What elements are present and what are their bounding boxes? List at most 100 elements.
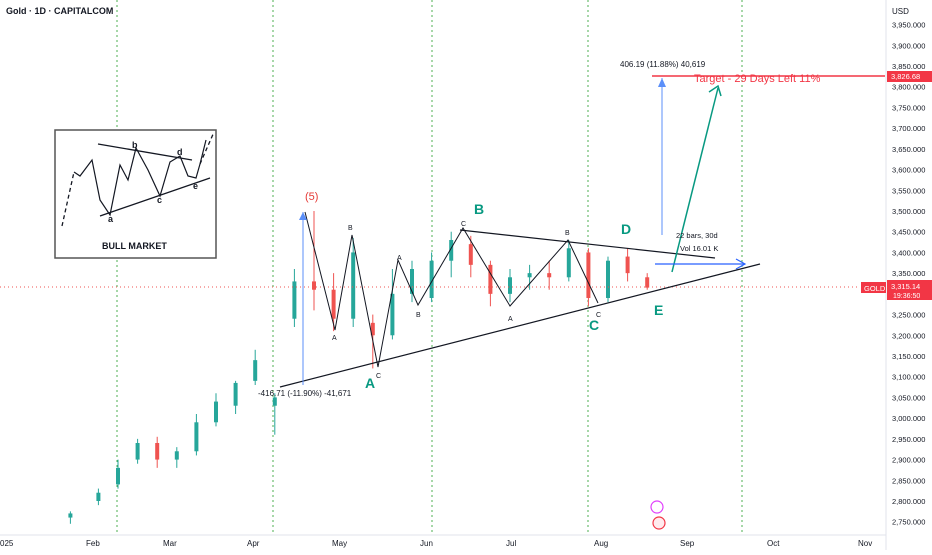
- price-tick-label: 2,850.000: [892, 476, 925, 485]
- sub-wave-label: A: [397, 255, 402, 262]
- target-price-label: 3,826.68: [891, 72, 920, 81]
- last-price-label: 3,315.14: [891, 282, 920, 291]
- inset-wave-path: [73, 139, 207, 217]
- inset-lower-line: [99, 177, 211, 217]
- candle-body: [272, 397, 277, 406]
- price-tick-label: 3,750.000: [892, 103, 925, 112]
- measure-down-arrowhead: [299, 212, 307, 220]
- inset-upper-line: [97, 143, 193, 161]
- candle-body: [468, 244, 473, 265]
- measure-up-text: 406.19 (11.88%) 40,619: [620, 60, 706, 69]
- candle-body: [370, 322, 375, 336]
- time-label: May: [332, 539, 347, 548]
- candle-body: [429, 260, 434, 298]
- price-tick-label: 3,400.000: [892, 248, 925, 257]
- time-label: Aug: [594, 539, 608, 548]
- price-ticks: 3,950.000 3,900.000 3,850.000 3,800.000 3,75…: [892, 21, 925, 527]
- inset-label-e: e: [193, 181, 198, 191]
- measure-down-text: -416.71 (-11.90%) -41,671: [258, 389, 352, 398]
- time-axis[interactable]: 025 Feb Mar Apr May Jun Jul Aug Sep Oct …: [0, 534, 886, 548]
- sub-wave-label: C: [461, 221, 466, 228]
- event-icon[interactable]: [650, 500, 664, 514]
- wave-B-label: B: [474, 201, 484, 217]
- upper-trendline: [459, 229, 716, 259]
- target-arrowhead: [708, 84, 722, 97]
- price-tick-label: 2,950.000: [892, 435, 925, 444]
- time-label: 025: [0, 539, 14, 548]
- time-label: Jul: [506, 539, 516, 548]
- candle-body: [351, 252, 356, 319]
- inset-title: BULL MARKET: [102, 241, 167, 251]
- candle-body: [96, 492, 101, 501]
- price-tick-label: 3,050.000: [892, 393, 925, 402]
- price-tick-label: 3,100.000: [892, 373, 925, 382]
- price-tick-label: 3,850.000: [892, 62, 925, 71]
- flag-icon[interactable]: [652, 516, 666, 530]
- price-tick-label: 3,000.000: [892, 414, 925, 423]
- price-axis[interactable]: USD 3,950.000 3,900.000 3,850.000 3,800.000…: [861, 0, 932, 550]
- candle-body: [135, 443, 140, 460]
- time-label: Nov: [858, 539, 872, 548]
- sub-wave-label: B: [416, 312, 421, 319]
- last-price-box: [887, 280, 932, 300]
- symbol-badge: [861, 282, 886, 293]
- sub-wave-label: A: [332, 335, 337, 342]
- lower-trendline: [279, 263, 761, 388]
- sub-wave-label: C: [596, 312, 601, 319]
- price-tick-label: 3,550.000: [892, 186, 925, 195]
- price-tick-label: 3,200.000: [892, 331, 925, 340]
- time-label: Sep: [680, 539, 695, 548]
- candle-body: [292, 281, 297, 319]
- candle-body: [174, 451, 179, 460]
- candle-body: [116, 467, 120, 485]
- price-tick-label: 2,800.000: [892, 497, 925, 506]
- inset-label-d: d: [177, 147, 183, 157]
- sub-wave-label: B: [565, 230, 570, 237]
- symbol-badge-text: GOLD: [864, 284, 886, 293]
- sub-wave-label: A: [508, 316, 513, 323]
- countdown-label: 19:36:50: [893, 293, 920, 300]
- time-label: Oct: [767, 539, 780, 548]
- candle-body: [488, 264, 493, 294]
- candle-body: [331, 289, 336, 319]
- price-tick-label: 2,750.000: [892, 518, 925, 527]
- wave-C-label: C: [589, 317, 599, 333]
- candle-body: [547, 273, 552, 278]
- candle-body: [527, 273, 532, 278]
- projection-arrowhead: [735, 258, 747, 270]
- price-tick-label: 2,900.000: [892, 456, 925, 465]
- measure-up-arrowhead: [658, 78, 666, 87]
- time-label: Apr: [247, 539, 260, 548]
- price-tick-label: 3,250.000: [892, 311, 925, 320]
- price-tick-label: 3,650.000: [892, 145, 925, 154]
- price-tick-label: 3,700.000: [892, 124, 925, 133]
- sub-wave-label: B: [348, 225, 353, 232]
- inset-breakout: [199, 131, 215, 165]
- wave-A-label: A: [365, 375, 375, 391]
- price-tick-label: 3,450.000: [892, 228, 925, 237]
- inset-prior-trend: [61, 171, 75, 227]
- candle-body: [645, 277, 650, 288]
- price-tick-label: 3,350.000: [892, 269, 925, 278]
- vol-info-text: Vol 16.01 K: [680, 244, 718, 253]
- time-label: Feb: [86, 539, 100, 548]
- candle-body: [508, 277, 512, 294]
- bars-info-text: 22 bars, 30d: [676, 231, 718, 240]
- sub-wave-label: C: [376, 373, 381, 380]
- candle-body: [312, 281, 316, 290]
- inset-diagram: a b c d e BULL MARKET: [54, 129, 217, 259]
- candle-body: [253, 360, 258, 381]
- candle-body: [625, 256, 630, 274]
- currency-label: USD: [892, 7, 909, 16]
- candle-body: [390, 293, 395, 336]
- target-price-box: [887, 71, 932, 82]
- price-tick-label: 3,500.000: [892, 207, 925, 216]
- price-tick-label: 3,600.000: [892, 166, 925, 175]
- candle-body: [233, 382, 238, 406]
- price-tick-label: 3,800.000: [892, 83, 925, 92]
- candle-body: [68, 513, 73, 518]
- price-tick-label: 3,950.000: [892, 21, 925, 30]
- price-tick-label: 3,150.000: [892, 352, 925, 361]
- candle-body: [194, 422, 199, 452]
